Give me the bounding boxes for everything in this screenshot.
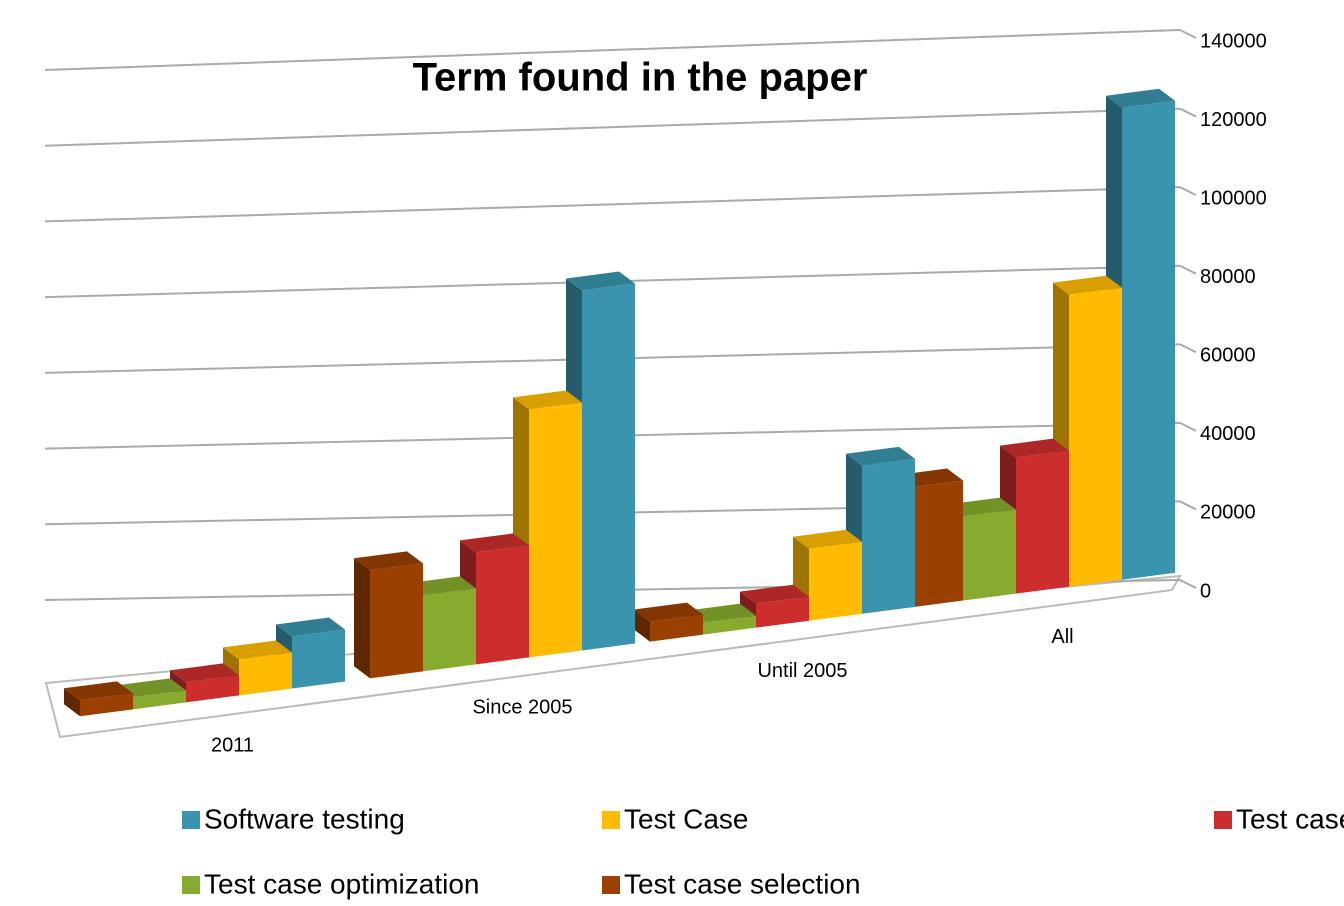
bar-top bbox=[276, 617, 345, 637]
x-tick-label: All bbox=[1051, 626, 1073, 648]
bar bbox=[1106, 88, 1175, 580]
bar-top bbox=[846, 446, 915, 466]
tick-mark bbox=[1179, 29, 1197, 39]
bar-top bbox=[513, 390, 582, 410]
y-tick-label: 20000 bbox=[1200, 502, 1256, 524]
y-tick-label: 0 bbox=[1200, 580, 1211, 602]
legend-label: Test case selection bbox=[624, 868, 861, 899]
bar-front bbox=[239, 652, 292, 696]
bar-front bbox=[370, 563, 423, 679]
legend-swatch bbox=[602, 811, 620, 829]
bar-front bbox=[862, 458, 915, 614]
bar bbox=[354, 551, 423, 679]
legend-label: Test case optimization bbox=[204, 868, 479, 899]
bar bbox=[170, 663, 239, 703]
bar-front bbox=[809, 541, 862, 621]
bar-top bbox=[1000, 438, 1069, 458]
bar bbox=[634, 602, 703, 642]
bar-top bbox=[687, 603, 756, 623]
bar-top bbox=[64, 681, 133, 701]
bar-top bbox=[740, 584, 809, 604]
bar-side bbox=[634, 609, 650, 642]
bar-front bbox=[650, 614, 703, 642]
tick-mark bbox=[1179, 186, 1197, 197]
bar-top bbox=[170, 663, 239, 683]
bar-top bbox=[460, 533, 529, 553]
legend-swatch bbox=[1214, 811, 1232, 829]
x-tick-label: Since 2005 bbox=[472, 697, 572, 719]
bar-front bbox=[292, 629, 345, 689]
bar-front bbox=[1069, 287, 1122, 587]
bar-front bbox=[476, 545, 529, 665]
tick-mark bbox=[1179, 343, 1197, 354]
legend-label: Test case generation bbox=[1236, 803, 1344, 834]
bar-front bbox=[186, 675, 239, 703]
y-tick-label: 60000 bbox=[1200, 345, 1256, 367]
legend-swatch bbox=[602, 876, 620, 894]
bar bbox=[64, 681, 133, 717]
bar-front bbox=[529, 402, 582, 658]
bar-front bbox=[80, 693, 133, 717]
bar-top bbox=[947, 497, 1016, 517]
bar-top bbox=[117, 678, 186, 698]
x-tick-label: 2011 bbox=[211, 735, 254, 757]
bar-front bbox=[423, 588, 476, 672]
bar-front bbox=[133, 690, 186, 710]
bar-top bbox=[793, 529, 862, 549]
bar-top bbox=[354, 551, 423, 571]
tick-mark bbox=[1179, 579, 1197, 589]
legend-label: Software testing bbox=[204, 803, 405, 834]
bar-front bbox=[703, 615, 756, 635]
bar-front bbox=[963, 509, 1016, 601]
tick-mark bbox=[1179, 421, 1197, 432]
tick-mark bbox=[1179, 500, 1197, 511]
bar-top bbox=[223, 640, 292, 660]
bar-front bbox=[582, 283, 635, 651]
grid-line bbox=[44, 186, 1181, 223]
bar-side bbox=[64, 688, 80, 717]
bar-top bbox=[1106, 88, 1175, 108]
bar-front bbox=[1016, 450, 1069, 594]
bar-top bbox=[566, 271, 635, 291]
bar-side bbox=[354, 558, 370, 679]
tick-mark bbox=[1179, 264, 1197, 275]
bar-front bbox=[1122, 100, 1175, 580]
x-tick-label: Until 2005 bbox=[757, 660, 847, 682]
chart-title: Term found in the paper bbox=[413, 56, 868, 100]
legend-swatch bbox=[182, 811, 200, 829]
bar-front bbox=[910, 480, 963, 608]
bar bbox=[513, 390, 582, 658]
grid-line bbox=[44, 29, 1181, 71]
y-tick-label: 140000 bbox=[1200, 30, 1267, 52]
grid-line bbox=[44, 107, 1181, 147]
bar-top bbox=[407, 576, 476, 596]
y-tick-label: 120000 bbox=[1200, 109, 1267, 131]
bar-front bbox=[756, 596, 809, 628]
bar-top bbox=[634, 602, 703, 622]
legend-label: Test Case bbox=[624, 803, 749, 834]
y-tick-label: 80000 bbox=[1200, 266, 1256, 288]
y-tick-label: 100000 bbox=[1200, 187, 1267, 209]
bar-top bbox=[1053, 275, 1122, 295]
y-tick-label: 40000 bbox=[1200, 423, 1256, 445]
tick-mark bbox=[1179, 107, 1197, 118]
legend-swatch bbox=[182, 876, 200, 894]
